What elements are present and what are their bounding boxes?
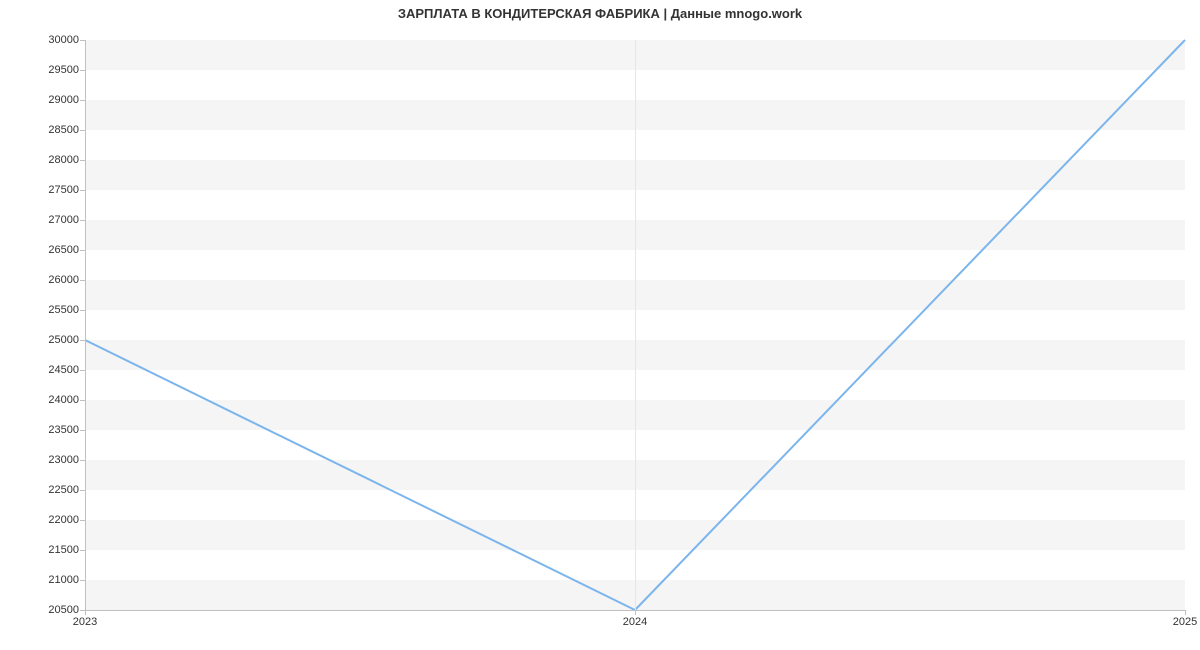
y-tick-label: 25500 bbox=[48, 304, 85, 316]
y-tick-label: 21500 bbox=[48, 544, 85, 556]
y-tick-label: 24000 bbox=[48, 394, 85, 406]
y-tick-label: 28500 bbox=[48, 124, 85, 136]
x-tick-label: 2023 bbox=[73, 610, 97, 628]
chart-title: ЗАРПЛАТА В КОНДИТЕРСКАЯ ФАБРИКА | Данные… bbox=[0, 6, 1200, 21]
y-tick-label: 22500 bbox=[48, 484, 85, 496]
y-tick-label: 27500 bbox=[48, 184, 85, 196]
y-axis-line bbox=[85, 40, 86, 610]
y-tick-label: 29500 bbox=[48, 64, 85, 76]
y-tick-label: 26000 bbox=[48, 274, 85, 286]
x-tick-label: 2024 bbox=[623, 610, 647, 628]
y-tick-label: 23500 bbox=[48, 424, 85, 436]
plot-area: 2050021000215002200022500230002350024000… bbox=[85, 40, 1185, 610]
y-tick-label: 29000 bbox=[48, 94, 85, 106]
x-gridline bbox=[635, 40, 636, 610]
y-tick-label: 24500 bbox=[48, 364, 85, 376]
y-tick-label: 23000 bbox=[48, 454, 85, 466]
y-tick-label: 25000 bbox=[48, 334, 85, 346]
y-tick-label: 21000 bbox=[48, 574, 85, 586]
y-tick-label: 26500 bbox=[48, 244, 85, 256]
x-tick-label: 2025 bbox=[1173, 610, 1197, 628]
y-tick-label: 30000 bbox=[48, 34, 85, 46]
salary-line-chart: ЗАРПЛАТА В КОНДИТЕРСКАЯ ФАБРИКА | Данные… bbox=[0, 0, 1200, 650]
y-tick-label: 28000 bbox=[48, 154, 85, 166]
y-tick-label: 27000 bbox=[48, 214, 85, 226]
y-tick-label: 22000 bbox=[48, 514, 85, 526]
